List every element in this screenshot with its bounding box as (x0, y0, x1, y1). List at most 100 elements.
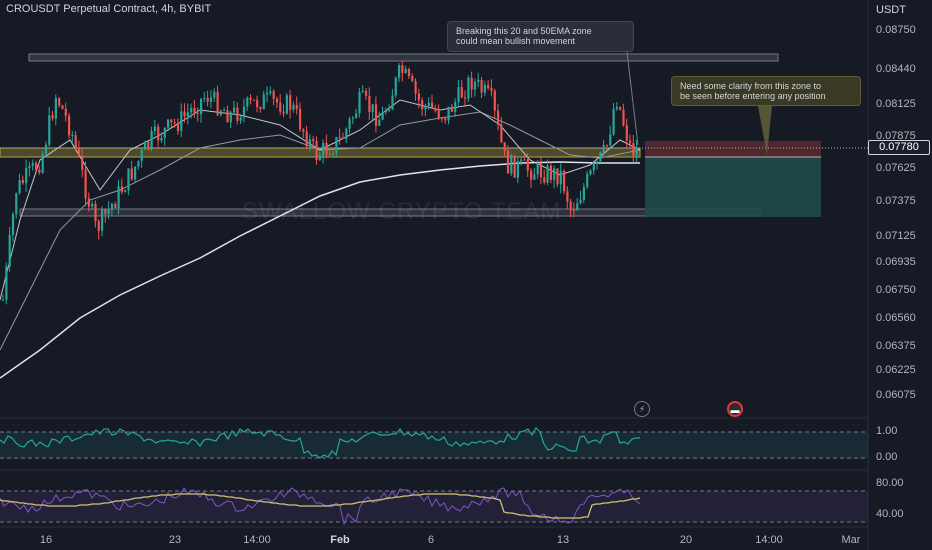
flag-icon[interactable]: ▬ (727, 401, 743, 417)
price-axis-label: 0.06560 (876, 312, 916, 324)
candle-body (318, 155, 321, 161)
candle-body (338, 137, 341, 139)
candle-body (140, 149, 143, 161)
candle-body (467, 77, 470, 99)
time-axis-label: 13 (556, 534, 570, 546)
currency-label[interactable]: USDT (876, 4, 906, 16)
candle-body (285, 95, 288, 114)
candle-body (407, 69, 411, 76)
candle-body (295, 104, 298, 109)
indicator-2-axis-label: 80.00 (876, 477, 904, 489)
callout-line: Need some clarity from this zone to (680, 81, 822, 91)
candle-body (279, 102, 282, 112)
candle-body (348, 118, 351, 129)
candle-body (51, 115, 54, 119)
price-axis-label: 0.06075 (876, 389, 916, 401)
candle-body (216, 91, 219, 115)
candle-body (117, 186, 120, 208)
candle-body (487, 84, 490, 89)
candle-body (186, 112, 189, 117)
candle-body (289, 95, 292, 110)
candle-body (292, 104, 295, 110)
callout-clarity-note[interactable]: Need some clarity from this zone to be s… (671, 76, 861, 106)
candle-body (252, 99, 255, 101)
time-axis-label: 16 (39, 534, 53, 546)
candle-body (226, 110, 229, 123)
candle-body (341, 137, 345, 139)
candle-body (97, 221, 100, 231)
candle-body (500, 124, 503, 143)
candle-body (193, 108, 196, 113)
candle-body (427, 102, 430, 106)
candle-body (605, 145, 609, 147)
callout-pointer (758, 106, 772, 155)
candle-body (602, 145, 605, 153)
candle-body (434, 108, 437, 111)
candle-body (91, 203, 94, 207)
candle-body (589, 170, 592, 175)
callout-bullish-note[interactable]: Breaking this 20 and 50EMA zone could me… (447, 21, 634, 52)
callout-line: could mean bullish movement (456, 36, 576, 46)
candle-body (576, 203, 579, 211)
candle-body (470, 77, 473, 90)
candle-body (378, 119, 381, 126)
candle-body (21, 179, 24, 184)
candle-body (629, 140, 632, 144)
candle-body (572, 209, 576, 211)
candle-body (269, 91, 272, 93)
candle-body (249, 97, 252, 100)
candle-body (68, 115, 71, 136)
candle-body (219, 110, 222, 115)
candle-body (549, 165, 552, 180)
candle-body (262, 94, 265, 110)
candle-body (35, 163, 38, 170)
candle-body (516, 161, 519, 178)
indicator-2-axis-label: 40.00 (876, 508, 904, 520)
candle-body (404, 69, 407, 73)
candle-body (15, 193, 18, 215)
candle-body (437, 110, 440, 119)
candle-body (87, 198, 90, 207)
candle-body (586, 174, 589, 187)
candle-body (223, 110, 226, 112)
candle-body (530, 170, 533, 180)
candle-body (536, 162, 539, 175)
candle-body (450, 106, 453, 112)
candle-body (625, 125, 628, 141)
candle-body (213, 91, 216, 98)
price-axis-label: 0.06750 (876, 284, 916, 296)
price-axis-label: 0.06935 (876, 256, 916, 268)
candle-body (81, 155, 84, 170)
candle-body (490, 88, 493, 91)
candle-body (401, 65, 404, 73)
candle-body (365, 90, 368, 96)
price-axis-label: 0.08750 (876, 24, 916, 36)
candle-body (559, 170, 562, 185)
symbol-title[interactable]: CROUSDT Perpetual Contract, 4h, BYBIT (6, 3, 212, 15)
candle-body (302, 129, 305, 132)
candle-body (398, 65, 401, 78)
lightning-icon[interactable]: ⚡ (634, 401, 650, 417)
candle-body (203, 97, 206, 99)
candle-body (127, 168, 130, 191)
candle-body (242, 106, 246, 118)
candle-body (157, 126, 160, 141)
time-axis-label: 20 (679, 534, 693, 546)
candle-body (579, 199, 582, 204)
candle-body (345, 128, 348, 139)
indicator-1-band (0, 432, 868, 458)
candle-body (120, 186, 123, 193)
candle-body (464, 97, 467, 99)
resistance-zone (28, 53, 779, 62)
candle-body (312, 139, 315, 142)
price-axis-label: 0.08440 (876, 63, 916, 75)
candle-body (163, 127, 166, 138)
candle-body (335, 137, 338, 154)
candle-body (622, 109, 625, 126)
candle-body (619, 106, 622, 110)
candle-body (414, 81, 417, 94)
candle-body (394, 77, 397, 96)
candle-body (266, 92, 269, 95)
price-axis-label: 0.06225 (876, 364, 916, 376)
